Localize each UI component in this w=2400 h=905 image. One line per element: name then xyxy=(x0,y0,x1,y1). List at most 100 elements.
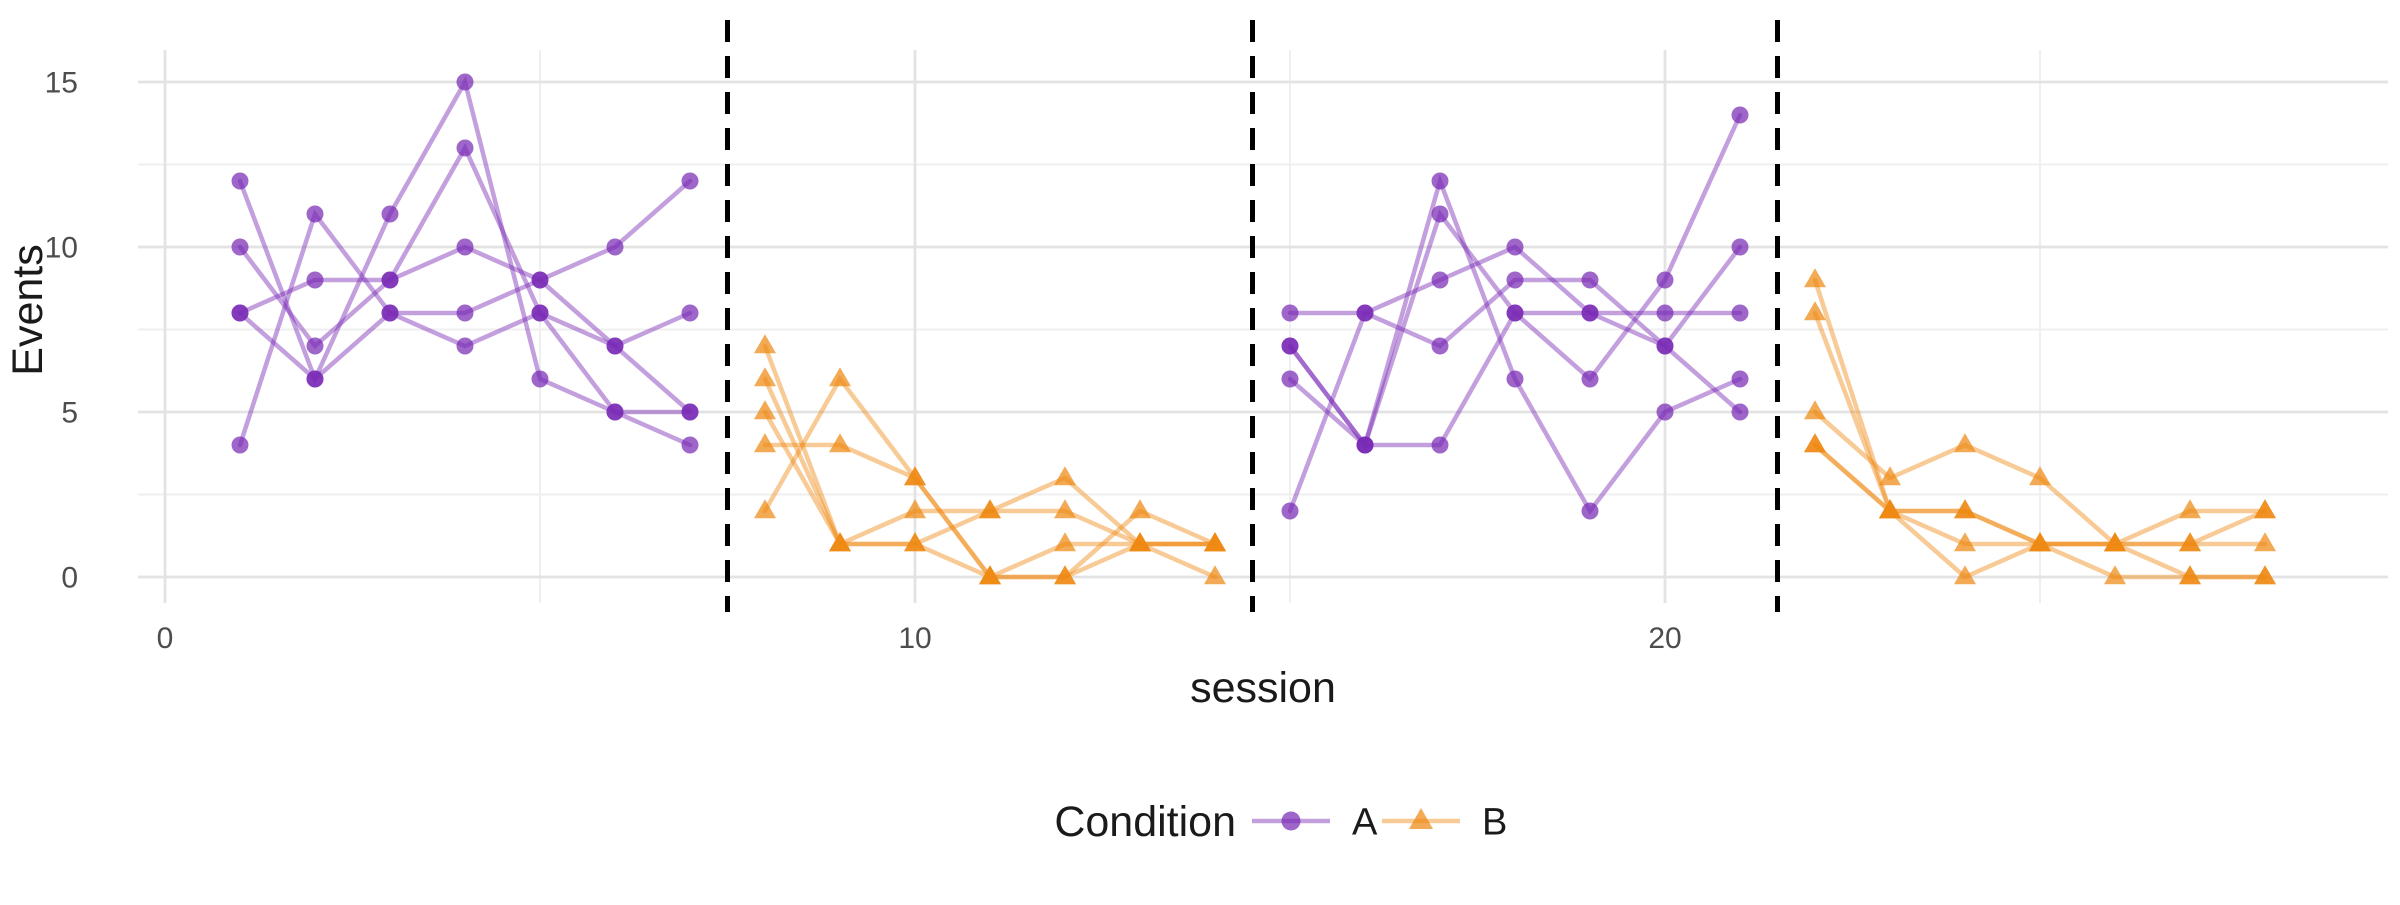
data-point-circle xyxy=(1506,271,1524,289)
data-point-circle xyxy=(306,271,324,289)
data-point-triangle xyxy=(1954,565,1976,585)
legend-label-A: A xyxy=(1352,801,1378,843)
data-point-circle xyxy=(1431,337,1449,355)
data-point-circle xyxy=(456,238,474,256)
data-point-circle xyxy=(681,304,699,322)
data-point-triangle xyxy=(1954,532,1976,552)
data-point-triangle xyxy=(2104,565,2126,585)
data-point-triangle xyxy=(2254,532,2276,552)
data-point-circle xyxy=(1581,370,1599,388)
data-point-circle xyxy=(381,205,399,223)
legend-label-B: B xyxy=(1482,801,1507,843)
phase-boundary-lines xyxy=(725,20,1780,612)
series-case1-phaseA2 xyxy=(1281,238,1749,355)
data-point-circle xyxy=(1731,304,1749,322)
series-case3-phaseA2 xyxy=(1281,172,1749,520)
data-point-triangle xyxy=(754,400,776,420)
data-point-circle xyxy=(1731,403,1749,421)
series-case2-phaseA1 xyxy=(231,139,699,421)
legend-title: Condition xyxy=(1054,798,1236,846)
series-case4-phaseB1 xyxy=(754,367,1226,552)
data-point-triangle xyxy=(2254,565,2276,585)
data-point-circle xyxy=(306,205,324,223)
data-point-triangle xyxy=(829,433,851,453)
data-point-triangle xyxy=(904,499,926,519)
data-point-circle xyxy=(681,403,699,421)
series-line-A xyxy=(237,76,693,448)
data-point-triangle xyxy=(979,499,1001,519)
data-point-triangle xyxy=(754,367,776,387)
data-point-triangle xyxy=(904,466,926,486)
data-point-circle xyxy=(531,370,549,388)
data-point-triangle xyxy=(2104,532,2126,552)
data-point-circle xyxy=(606,403,624,421)
data-point-circle xyxy=(231,436,249,454)
data-point-triangle xyxy=(1804,433,1826,453)
data-point-triangle xyxy=(1954,499,1976,519)
data-point-circle xyxy=(381,271,399,289)
data-point-circle xyxy=(231,238,249,256)
data-point-triangle xyxy=(829,367,851,387)
data-point-circle xyxy=(1431,205,1449,223)
data-point-triangle xyxy=(754,433,776,453)
data-point-circle xyxy=(1431,436,1449,454)
data-point-triangle xyxy=(904,532,926,552)
data-point-triangle xyxy=(1129,532,1151,552)
data-point-circle xyxy=(681,172,699,190)
data-point-circle xyxy=(1581,502,1599,520)
data-point-circle xyxy=(231,304,249,322)
y-axis-tick-label: 10 xyxy=(45,232,78,265)
data-point-triangle xyxy=(2029,532,2051,552)
legend-key-circle-A xyxy=(1281,811,1301,831)
data-point-triangle xyxy=(1879,466,1901,486)
series-case5-phaseB1 xyxy=(754,400,1226,585)
data-point-circle xyxy=(1431,172,1449,190)
data-point-circle xyxy=(231,172,249,190)
data-point-triangle xyxy=(829,532,851,552)
data-series xyxy=(231,73,2276,585)
y-axis-tick-label: 0 xyxy=(61,562,78,595)
data-point-circle xyxy=(1356,436,1374,454)
data-point-circle xyxy=(1656,403,1674,421)
data-point-circle xyxy=(1731,238,1749,256)
series-case2-phaseA2 xyxy=(1281,271,1749,520)
data-point-circle xyxy=(1281,304,1299,322)
data-point-circle xyxy=(456,73,474,91)
data-point-circle xyxy=(681,436,699,454)
data-point-triangle xyxy=(1054,565,1076,585)
x-axis-title: session xyxy=(1190,664,1336,712)
data-point-triangle xyxy=(1054,466,1076,486)
data-point-triangle xyxy=(1129,499,1151,519)
y-axis-tick-label: 15 xyxy=(45,67,78,100)
y-axis-tick-label: 5 xyxy=(61,397,78,430)
data-point-circle xyxy=(1356,304,1374,322)
data-point-circle xyxy=(606,337,624,355)
data-point-triangle xyxy=(1054,532,1076,552)
legend: Condition A B xyxy=(1054,798,1507,846)
data-point-circle xyxy=(1656,337,1674,355)
data-point-circle xyxy=(306,370,324,388)
data-point-triangle xyxy=(2029,466,2051,486)
data-point-circle xyxy=(1431,271,1449,289)
data-point-circle xyxy=(1656,304,1674,322)
data-point-circle xyxy=(1581,271,1599,289)
data-point-circle xyxy=(1731,370,1749,388)
data-point-triangle xyxy=(1879,499,1901,519)
data-point-circle xyxy=(456,304,474,322)
data-point-circle xyxy=(606,238,624,256)
data-point-triangle xyxy=(979,565,1001,585)
data-point-circle xyxy=(1281,502,1299,520)
series-case1-phaseA1 xyxy=(231,73,699,454)
series-case5-phaseB2 xyxy=(1804,433,2276,585)
data-point-circle xyxy=(1506,304,1524,322)
x-axis-tick-label: 10 xyxy=(898,622,931,655)
data-point-triangle xyxy=(1804,268,1826,288)
x-axis-tick-label: 0 xyxy=(157,622,174,655)
data-point-circle xyxy=(531,271,549,289)
data-point-triangle xyxy=(1804,400,1826,420)
data-point-circle xyxy=(1506,238,1524,256)
data-point-triangle xyxy=(1204,565,1226,585)
data-point-triangle xyxy=(1804,301,1826,321)
data-point-triangle xyxy=(2179,499,2201,519)
